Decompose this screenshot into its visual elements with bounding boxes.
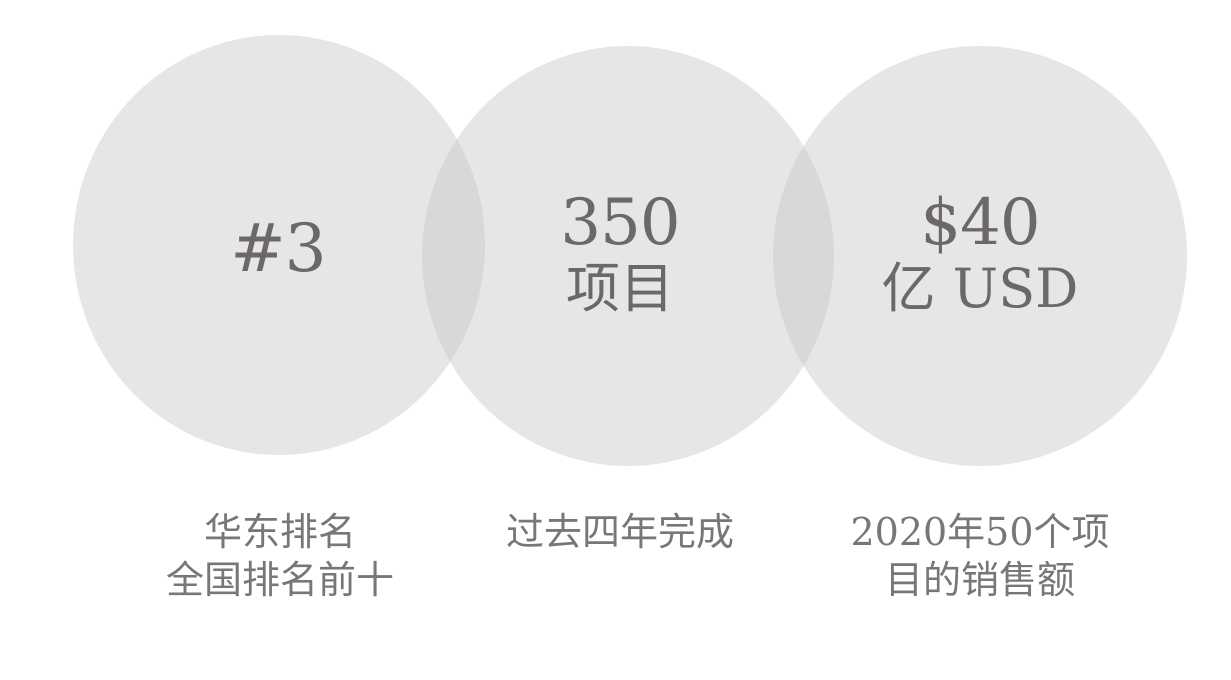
stat-projects: 350 项目 (520, 186, 720, 321)
stat-ranking: #3 (178, 210, 378, 287)
stat-sales-value: $40 (920, 186, 1040, 260)
caption-sales-line2: 目的销售额 (884, 558, 1075, 602)
caption-sales-line1: 2020年50个项 (850, 510, 1110, 554)
stat-sales: $40 亿 USD (860, 186, 1100, 321)
stat-circle-projects (422, 46, 834, 466)
stat-projects-unit: 项目 (566, 257, 674, 321)
caption-sales: 2020年50个项 目的销售额 (830, 508, 1130, 604)
caption-ranking-line1: 华东排名 (203, 510, 356, 554)
stat-ranking-value: #3 (230, 210, 326, 287)
stat-sales-unit: 亿 USD (881, 257, 1079, 321)
caption-ranking: 华东排名 全国排名前十 (130, 508, 430, 604)
caption-projects: 过去四年完成 (470, 508, 770, 556)
stat-circle-ranking (73, 35, 485, 455)
stat-projects-value: 350 (560, 186, 680, 260)
caption-projects-line1: 过去四年完成 (505, 510, 734, 554)
stat-circle-sales (773, 46, 1187, 466)
caption-ranking-line2: 全国排名前十 (165, 558, 394, 602)
